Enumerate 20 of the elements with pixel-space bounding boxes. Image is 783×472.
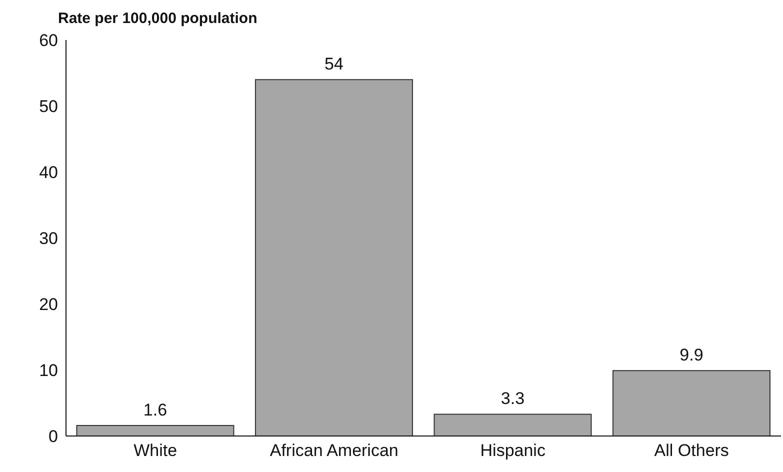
bar: [254, 79, 413, 436]
y-tick-label: 40: [39, 163, 58, 182]
data-label: 9.9: [680, 346, 704, 365]
data-label: 3.3: [500, 389, 525, 408]
y-tick-label: 20: [39, 295, 58, 314]
y-tick-label: 60: [39, 31, 58, 50]
data-label: 1.6: [143, 400, 168, 420]
data-label: 54: [324, 54, 344, 74]
y-tick-label: 30: [39, 229, 58, 248]
x-tick-label: All Others: [654, 441, 729, 460]
x-tick-label: White: [134, 441, 178, 460]
y-tick-label: 10: [39, 361, 58, 380]
bar: [76, 424, 234, 436]
y-tick-label: 50: [39, 97, 58, 116]
y-tick-label: 0: [48, 427, 58, 446]
y-axis-title: Rate per 100,000 population: [58, 10, 258, 27]
x-tick-label: African American: [270, 441, 398, 460]
bar: [612, 370, 770, 436]
x-tick-label: Hispanic: [480, 441, 546, 460]
bar: [434, 414, 592, 436]
